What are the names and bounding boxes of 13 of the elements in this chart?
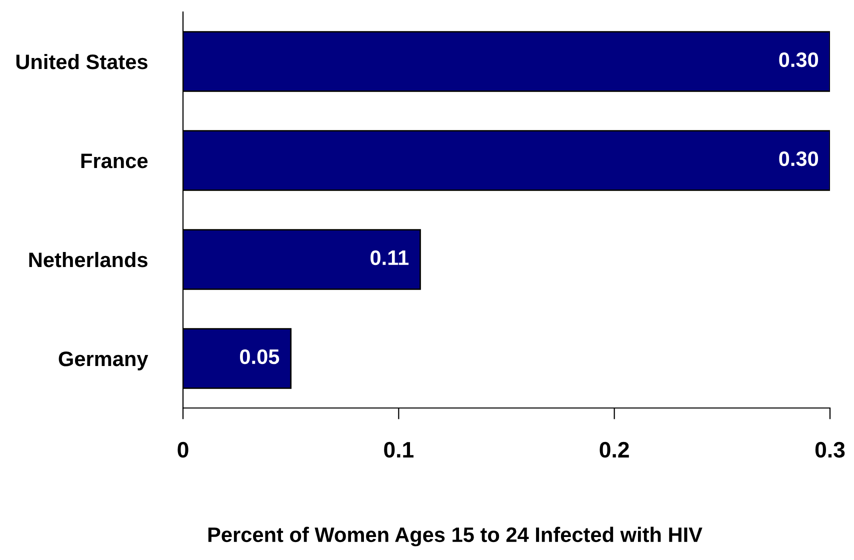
y-tick-label: United States: [16, 54, 148, 70]
y-tick-label: Germany: [58, 352, 148, 370]
y-tick-label: Netherlands: [29, 252, 148, 268]
x-tick-label: 0.2: [600, 442, 629, 458]
x-axis-title: Percent of Women Ages 15 to 24 Infected with HIV: [208, 526, 702, 546]
x-tick-label: 0.1: [384, 442, 414, 458]
data-label: 0.30: [779, 151, 818, 166]
data-label: 0.30: [779, 52, 818, 68]
x-tick-label: 0.3: [815, 442, 845, 458]
data-label: 0.11: [370, 250, 409, 266]
data-label: 0.05: [240, 349, 280, 364]
y-tick-label: France: [81, 154, 148, 168]
x-tick-label: 0: [178, 442, 188, 458]
